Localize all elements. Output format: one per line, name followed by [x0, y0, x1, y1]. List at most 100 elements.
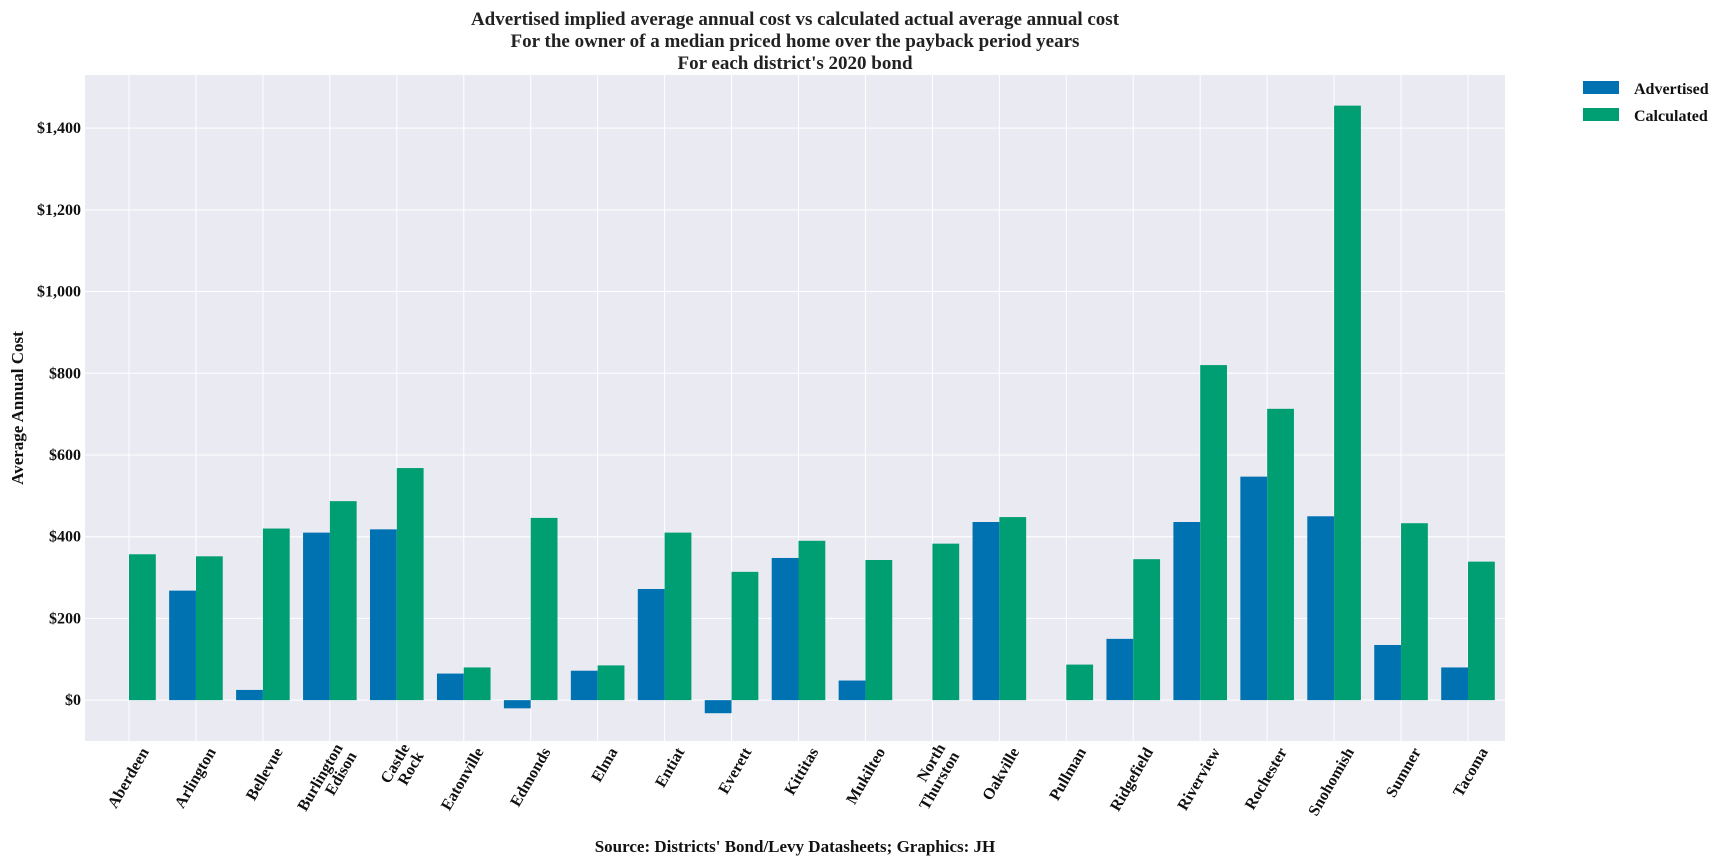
bar-advertised-eatonville [436, 673, 464, 701]
x-axis-label: Source: Districts' Bond/Levy Datasheets;… [595, 837, 996, 856]
bar-calculated-burlington-edison [329, 501, 357, 701]
x-tick-label: Rochester [1242, 745, 1291, 813]
svg-text:Edmonds: Edmonds [507, 745, 554, 810]
chart-title-line-3: For each district's 2020 bond [677, 53, 912, 74]
y-tick-label: $400 [49, 529, 81, 546]
bar-advertised-arlington [169, 590, 196, 701]
y-tick-label: $1,200 [37, 202, 81, 219]
y-tick-label: $1,000 [37, 284, 81, 301]
x-axis-ticks: Aberdeen Arlington Bellevue BurlingtonEdiso… [105, 741, 1492, 822]
bar-calculated-ridgefield [1133, 559, 1161, 701]
svg-text:BurlingtonEdison: BurlingtonEdison [295, 741, 361, 822]
chart-title-line-2: For the owner of a median priced home ov… [511, 31, 1080, 52]
bar-calculated-snohomish [1334, 105, 1361, 701]
svg-text:Rochester: Rochester [1242, 745, 1291, 813]
svg-text:Everett: Everett [715, 744, 755, 797]
x-tick-label: Aberdeen [105, 745, 153, 811]
bar-calculated-castle-rock [396, 468, 424, 701]
svg-text:NorthThurston: NorthThurston [903, 741, 964, 813]
legend-label-calculated: Calculated [1634, 108, 1708, 125]
x-tick-label: NorthThurston [903, 741, 964, 813]
y-tick-label: $800 [49, 365, 81, 382]
y-tick-label: $200 [49, 610, 81, 627]
bar-advertised-sumner [1374, 644, 1402, 701]
bar-advertised-kittitas [771, 557, 799, 701]
bar-advertised-elma [570, 670, 598, 701]
x-tick-label: Entiat [652, 744, 688, 790]
svg-text:Pullman: Pullman [1046, 745, 1090, 804]
y-tick-label: $0 [65, 692, 81, 709]
x-tick-label: BurlingtonEdison [295, 741, 361, 822]
x-tick-label: Ridgefield [1107, 745, 1157, 814]
bar-advertised-edmonds [503, 700, 531, 709]
bar-advertised-snohomish [1307, 516, 1335, 701]
bar-calculated-mukilteo [865, 559, 893, 701]
bar-calculated-pullman [1066, 664, 1094, 701]
chart-title-line-1: Advertised implied average annual cost v… [471, 9, 1120, 30]
svg-text:Oakville: Oakville [980, 745, 1024, 804]
bar-calculated-riverview [1200, 365, 1227, 701]
y-tick-label: $600 [49, 447, 81, 464]
svg-text:Elma: Elma [588, 745, 621, 785]
x-tick-label: Riverview [1175, 745, 1225, 814]
bar-calculated-kittitas [798, 540, 826, 701]
bar-calculated-eatonville [463, 667, 491, 701]
x-tick-label: CastleRock [378, 741, 428, 795]
x-tick-label: Arlington [172, 745, 220, 811]
svg-text:Riverview: Riverview [1175, 745, 1225, 814]
svg-text:Ridgefield: Ridgefield [1107, 745, 1157, 814]
legend-swatch-calculated [1583, 108, 1619, 121]
svg-text:Arlington: Arlington [172, 745, 220, 811]
bar-calculated-everett [731, 571, 759, 701]
bar-calculated-sumner [1401, 523, 1428, 701]
bar-calculated-oakville [999, 517, 1027, 701]
x-tick-label: Edmonds [507, 745, 554, 810]
bars [129, 105, 1495, 714]
bar-calculated-arlington [195, 556, 223, 701]
x-tick-label: Sumner [1383, 745, 1425, 800]
svg-text:Tacoma: Tacoma [1450, 745, 1492, 800]
x-tick-label: Snohomish [1305, 745, 1358, 819]
bar-advertised-burlington-edison [303, 532, 330, 701]
y-axis-label: Average Annual Cost [8, 331, 27, 485]
legend-swatch-advertised [1583, 81, 1619, 94]
bar-calculated-tacoma [1468, 561, 1495, 701]
svg-text:Snohomish: Snohomish [1305, 745, 1358, 819]
x-tick-label: Oakville [980, 745, 1024, 804]
svg-text:Entiat: Entiat [652, 744, 688, 790]
svg-text:Bellevue: Bellevue [243, 745, 287, 804]
x-tick-label: Tacoma [1450, 745, 1492, 800]
legend-label-advertised: Advertised [1634, 81, 1709, 98]
svg-text:Sumner: Sumner [1383, 745, 1425, 800]
bar-advertised-oakville [972, 521, 1000, 701]
bar-advertised-riverview [1173, 521, 1201, 701]
bar-advertised-bellevue [236, 689, 263, 701]
x-tick-label: Bellevue [243, 745, 287, 804]
bar-calculated-entiat [664, 532, 692, 701]
svg-text:Kittitas: Kittitas [782, 745, 822, 798]
x-tick-label: Kittitas [782, 745, 822, 798]
x-tick-label: Pullman [1046, 745, 1090, 804]
bar-advertised-everett [704, 700, 732, 714]
bar-advertised-tacoma [1441, 667, 1468, 701]
svg-text:CastleRock: CastleRock [378, 741, 428, 795]
y-tick-label: $1,400 [37, 120, 81, 137]
bar-calculated-north-thurston [932, 543, 960, 701]
x-tick-label: Mukilteo [843, 745, 889, 807]
svg-text:Mukilteo: Mukilteo [843, 745, 889, 807]
svg-text:Aberdeen: Aberdeen [105, 745, 153, 811]
bar-calculated-aberdeen [129, 554, 156, 701]
bar-advertised-rochester [1240, 476, 1268, 701]
bar-advertised-ridgefield [1106, 638, 1134, 701]
x-tick-label: Elma [588, 745, 621, 785]
legend: Advertised Calculated [1583, 81, 1709, 125]
y-axis-ticks: $0 $200 $400 $600 $800 $1,000 $1,200 $1,400 [37, 120, 81, 709]
bar-calculated-rochester [1267, 408, 1294, 701]
bar-calculated-elma [597, 665, 625, 701]
x-tick-label: Everett [715, 744, 755, 797]
svg-text:Eatonville: Eatonville [438, 745, 487, 814]
bar-calculated-bellevue [262, 528, 290, 701]
bar-calculated-edmonds [530, 517, 558, 701]
bar-advertised-mukilteo [838, 680, 866, 701]
